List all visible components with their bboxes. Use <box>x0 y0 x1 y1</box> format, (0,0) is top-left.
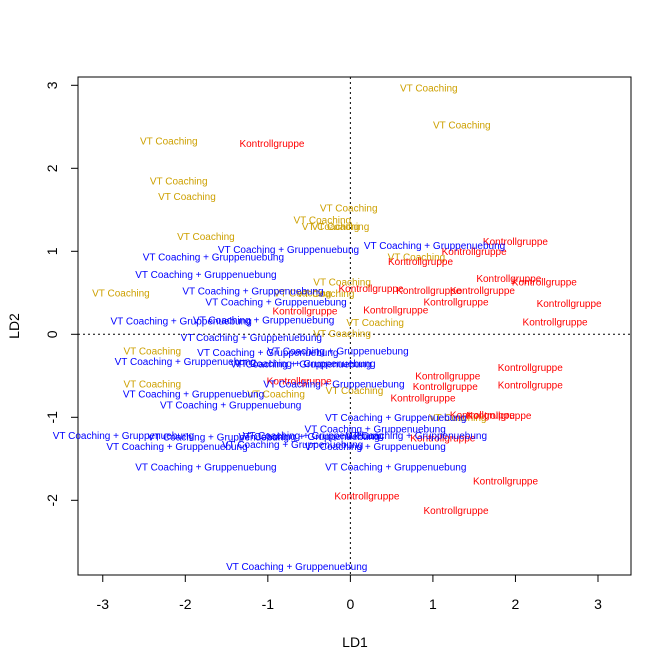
point-label: VT Coaching <box>346 318 404 329</box>
point-label: Kontrollgruppe <box>442 247 507 258</box>
point-label: VT Coaching + Gruppenuebung <box>181 333 322 344</box>
point-label: VT Coaching + Gruppenuebung <box>243 431 384 442</box>
y-tick-label: 2 <box>44 164 60 172</box>
x-tick-label: 3 <box>594 596 602 612</box>
y-tick-label: -2 <box>44 494 60 507</box>
reference-lines <box>78 77 631 575</box>
point-label: VT Coaching + Gruppenuebung <box>218 245 359 256</box>
y-tick-label: 1 <box>44 247 60 255</box>
point-label: VT Coaching <box>274 288 332 299</box>
point-label: VT Coaching + Gruppenuebung <box>193 316 334 327</box>
point-label: VT Coaching + Gruppenuebung <box>115 357 256 368</box>
point-label: Kontrollgruppe <box>410 434 475 445</box>
x-axis: -3 -2 -1 0 1 2 3 <box>97 574 602 612</box>
point-label: VT Coaching <box>313 278 371 289</box>
point-label: VT Coaching + Gruppenuebung <box>135 270 276 281</box>
y-axis-label: LD2 <box>6 313 22 339</box>
point-label: Kontrollgruppe <box>338 284 403 295</box>
point-label: VT Coaching + Gruppenuebung <box>304 442 445 453</box>
point-label: VT Coaching + Gruppenuebung <box>325 463 466 474</box>
point-label: Kontrollgruppe <box>423 297 488 308</box>
point-label: VT Coaching + Gruppenuebung <box>160 400 301 411</box>
point-label: VT Coaching + Gruppenuebung <box>325 413 466 424</box>
point-label: VT Coaching + Gruppenuebung <box>238 432 379 443</box>
point-label: Kontrollgruppe <box>512 278 577 289</box>
point-label: Kontrollgruppe <box>390 394 455 405</box>
point-label: VT Coaching + Gruppenuebung <box>222 440 363 451</box>
x-tick-label: 1 <box>429 596 437 612</box>
point-label: VT Coaching <box>293 215 351 226</box>
y-tick-label: 3 <box>44 81 60 89</box>
point-label: VT Coaching <box>433 121 491 132</box>
point-label: VT Coaching + Gruppenuebung <box>205 297 346 308</box>
point-label: Kontrollgruppe <box>523 317 588 328</box>
point-label: VT Coaching + Gruppenuebung <box>148 433 289 444</box>
point-label: VT Coaching <box>247 390 305 401</box>
point-label: VT Coaching <box>313 329 371 340</box>
point-label: Kontrollgruppe <box>423 506 488 517</box>
point-label: VT Coaching <box>92 288 150 299</box>
point-label: VT Coaching + Gruppenuebung <box>182 287 323 298</box>
point-label: Kontrollgruppe <box>415 371 480 382</box>
point-label: VT Coaching <box>326 386 384 397</box>
point-label: Kontrollgruppe <box>363 306 428 317</box>
point-label: VT Coaching + Gruppenuebung <box>135 463 276 474</box>
point-label: Kontrollgruppe <box>466 411 531 422</box>
point-label: Kontrollgruppe <box>239 139 304 150</box>
x-tick-label: 2 <box>512 596 520 612</box>
x-tick-label: -1 <box>262 596 275 612</box>
point-label: Kontrollgruppe <box>450 286 515 297</box>
point-label: Kontrollgruppe <box>267 376 332 387</box>
point-label: Kontrollgruppe <box>476 274 541 285</box>
point-label: VT Coaching + Gruppenuebung <box>106 442 247 453</box>
y-axis: -2 -1 0 1 2 3 <box>44 81 79 507</box>
y-tick-label: -1 <box>44 411 60 424</box>
x-axis-label: LD1 <box>342 634 368 650</box>
point-label: VT Coaching <box>312 222 370 233</box>
point-label: VT Coaching + Gruppenuebung <box>230 360 371 371</box>
point-label: VT Coaching + Gruppenuebung <box>267 346 408 357</box>
point-label: VT Coaching <box>302 222 360 233</box>
point-label: Kontrollgruppe <box>483 237 548 248</box>
y-tick-label: 0 <box>44 330 60 338</box>
point-label: Kontrollgruppe <box>334 492 399 503</box>
point-label: Kontrollgruppe <box>272 307 337 318</box>
point-label: VT Coaching <box>400 83 458 94</box>
point-label: VT Coaching + Gruppenuebung <box>346 431 487 442</box>
point-label: VT Coaching <box>429 413 487 424</box>
point-label: VT Coaching + Gruppenuebung <box>111 317 252 328</box>
point-label: Kontrollgruppe <box>498 363 563 374</box>
point-label: VT Coaching + Gruppenuebung <box>234 359 375 370</box>
point-label: VT Coaching + Gruppenuebung <box>304 424 445 435</box>
x-tick-label: 0 <box>346 596 354 612</box>
point-label: VT Coaching + Gruppenuebung <box>123 390 264 401</box>
point-label: VT Coaching <box>158 192 216 203</box>
point-label: VT Coaching + Gruppenuebung <box>197 348 338 359</box>
point-label: VT Coaching <box>388 253 446 264</box>
point-label: VT Coaching + Gruppenuebung <box>263 380 404 391</box>
point-label: VT Coaching + Gruppenuebung <box>364 241 505 252</box>
point-label: VT Coaching <box>140 136 198 147</box>
point-label: Kontrollgruppe <box>473 477 538 488</box>
point-label: Kontrollgruppe <box>388 257 453 268</box>
point-label: VT Coaching <box>320 204 378 215</box>
point-label: Kontrollgruppe <box>498 380 563 391</box>
x-tick-label: -3 <box>97 596 110 612</box>
point-label: Kontrollgruppe <box>413 382 478 393</box>
point-label: Kontrollgruppe <box>450 410 515 421</box>
point-label: Kontrollgruppe <box>537 299 602 310</box>
point-label: Kontrollgruppe <box>396 286 461 297</box>
point-label: VT Coaching <box>297 289 355 300</box>
point-label: VT Coaching <box>177 232 235 243</box>
point-label: VT Coaching + Gruppenuebung <box>53 431 194 442</box>
point-label: VT Coaching <box>150 176 208 187</box>
point-label: VT Coaching <box>123 346 181 357</box>
point-label: VT Coaching + Gruppenuebung <box>226 562 367 573</box>
point-label: VT Coaching <box>123 380 181 391</box>
point-label: VT Coaching + Gruppenuebung <box>143 253 284 264</box>
x-tick-label: -2 <box>179 596 192 612</box>
